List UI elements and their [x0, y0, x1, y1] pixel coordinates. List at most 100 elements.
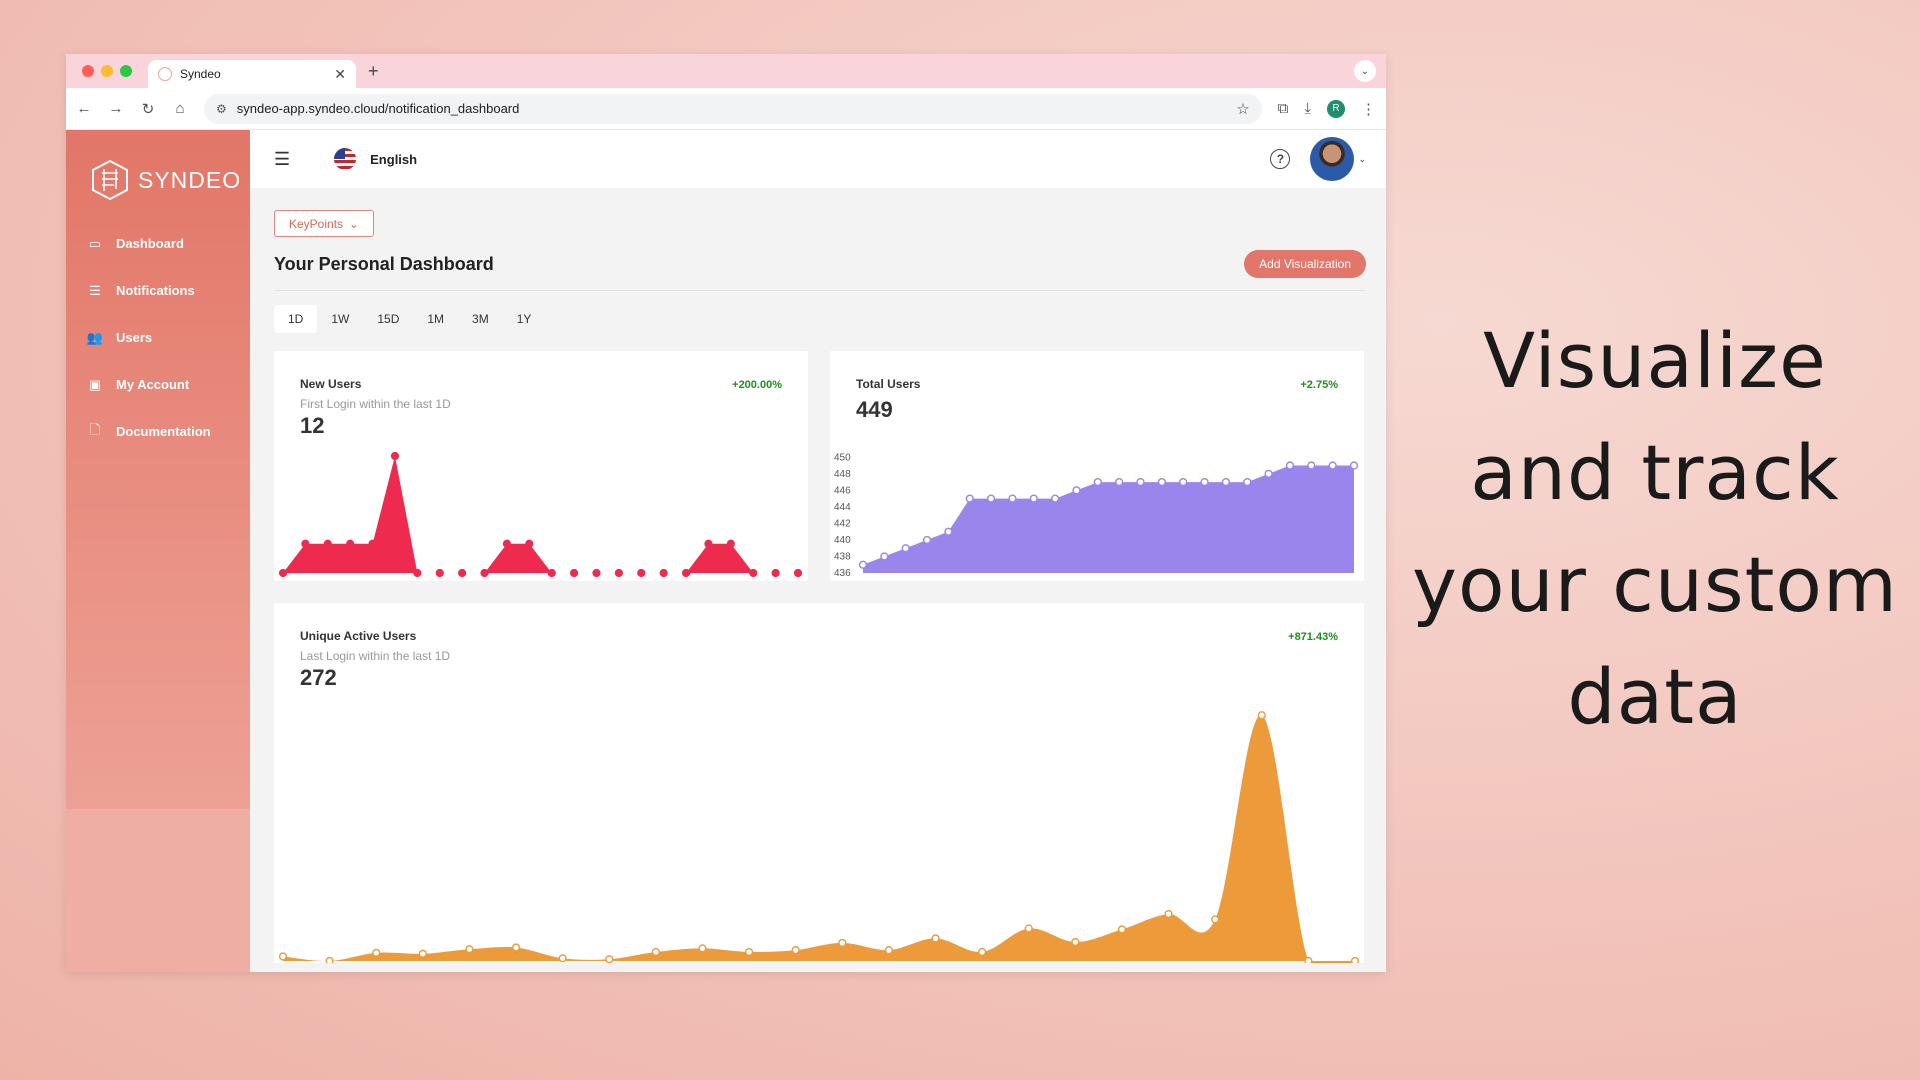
data-point[interactable] — [368, 539, 377, 548]
extensions-icon[interactable]: ⧉ — [1277, 100, 1289, 117]
data-point[interactable] — [1157, 477, 1166, 487]
data-point[interactable] — [1071, 937, 1080, 947]
data-point[interactable] — [1307, 461, 1316, 470]
data-point[interactable] — [1257, 711, 1266, 720]
download-icon[interactable]: ⤓ — [1304, 100, 1311, 117]
data-point[interactable] — [698, 944, 707, 953]
data-point[interactable] — [558, 954, 567, 963]
sidebar-item-users[interactable]: 👥 Users — [66, 314, 250, 361]
total-users-card[interactable]: Total Users 449 +2.75% 436 438 440 442 444 44… — [830, 351, 1364, 581]
sidebar-item-notifications[interactable]: ☰ Notifications — [66, 267, 250, 314]
data-point[interactable] — [1051, 494, 1060, 503]
us-flag-icon[interactable] — [334, 148, 357, 170]
data-point[interactable] — [1072, 486, 1081, 495]
new-tab-button[interactable]: + — [368, 60, 379, 81]
close-tab-icon[interactable]: ✕ — [334, 65, 346, 82]
data-point[interactable] — [726, 539, 735, 548]
data-point[interactable] — [978, 947, 987, 957]
data-point[interactable] — [749, 568, 758, 578]
data-point[interactable] — [390, 451, 400, 461]
sidebar-item-my-account[interactable]: ▣ My Account — [66, 361, 250, 408]
data-point[interactable] — [1304, 956, 1313, 963]
forward-icon[interactable]: → — [108, 100, 124, 117]
data-point[interactable] — [1349, 461, 1359, 470]
data-point[interactable] — [965, 494, 974, 503]
data-point[interactable] — [1024, 924, 1033, 933]
data-point[interactable] — [435, 568, 444, 578]
range-1d[interactable]: 1D — [274, 305, 318, 333]
site-settings-icon[interactable]: ⚙ — [216, 101, 227, 116]
menu-toggle-icon[interactable]: ☰ — [274, 148, 291, 169]
new-users-card[interactable]: New Users First Login within the last 1D… — [274, 351, 808, 581]
data-point[interactable] — [569, 568, 579, 578]
data-point[interactable] — [346, 539, 355, 548]
data-point[interactable] — [1264, 469, 1273, 478]
data-point[interactable] — [458, 568, 467, 578]
data-point[interactable] — [791, 946, 800, 955]
data-point[interactable] — [1211, 915, 1220, 924]
range-3m[interactable]: 3M — [472, 312, 489, 326]
close-window-button[interactable] — [82, 65, 94, 77]
data-point[interactable] — [1243, 477, 1252, 487]
data-point[interactable] — [1115, 477, 1124, 487]
add-visualization-button[interactable]: Add Visualization — [1244, 250, 1366, 278]
data-point[interactable] — [525, 539, 534, 548]
data-point[interactable] — [704, 539, 713, 548]
data-point[interactable] — [278, 568, 288, 578]
data-point[interactable] — [413, 568, 422, 578]
logo[interactable]: SYNDEO — [66, 130, 250, 212]
keypoints-dropdown[interactable]: KeyPoints ⌄ — [274, 210, 375, 237]
data-point[interactable] — [605, 955, 614, 963]
data-point[interactable] — [465, 945, 474, 954]
range-15d[interactable]: 15D — [377, 312, 400, 326]
maximize-window-button[interactable] — [120, 65, 132, 77]
data-point[interactable] — [884, 946, 894, 955]
data-point[interactable] — [944, 527, 953, 536]
data-point[interactable] — [1117, 925, 1127, 934]
data-point[interactable] — [1029, 494, 1038, 503]
url-text[interactable]: syndeo-app.syndeo.cloud/notification_das… — [236, 101, 520, 116]
data-point[interactable] — [793, 568, 803, 578]
data-point[interactable] — [901, 544, 910, 553]
range-1m[interactable]: 1M — [427, 312, 445, 326]
data-point[interactable] — [502, 539, 512, 548]
data-point[interactable] — [614, 568, 623, 578]
data-point[interactable] — [681, 568, 691, 578]
data-point[interactable] — [1008, 494, 1017, 503]
data-point[interactable] — [325, 956, 334, 963]
data-point[interactable] — [592, 568, 601, 578]
data-point[interactable] — [547, 568, 556, 578]
data-point[interactable] — [278, 952, 288, 961]
range-1w[interactable]: 1W — [331, 312, 350, 326]
reload-icon[interactable]: ↻ — [141, 100, 155, 118]
data-point[interactable] — [1285, 461, 1295, 470]
data-point[interactable] — [1350, 956, 1360, 963]
browser-tab[interactable]: Syndeo ✕ — [148, 60, 356, 88]
user-avatar[interactable] — [1310, 137, 1355, 181]
data-point[interactable] — [922, 535, 932, 545]
data-point[interactable] — [838, 938, 847, 948]
data-point[interactable] — [744, 947, 754, 957]
data-point[interactable] — [931, 934, 940, 943]
data-point[interactable] — [372, 948, 381, 957]
sidebar-item-dashboard[interactable]: ▭ Dashboard — [66, 220, 250, 267]
back-icon[interactable]: ← — [76, 100, 92, 117]
data-point[interactable] — [1164, 909, 1173, 919]
sidebar-item-documentation[interactable]: 🗋 Documentation — [66, 408, 250, 455]
data-point[interactable] — [1136, 477, 1145, 487]
unique-active-users-card[interactable]: Unique Active Users Last Login within th… — [274, 603, 1364, 963]
data-point[interactable] — [1221, 477, 1231, 487]
more-menu-icon[interactable]: ⋮ — [1361, 100, 1376, 118]
profile-avatar[interactable]: R — [1327, 99, 1345, 118]
data-point[interactable] — [771, 568, 780, 578]
data-point[interactable] — [301, 539, 310, 548]
data-point[interactable] — [1179, 477, 1188, 487]
data-point[interactable] — [323, 539, 332, 548]
help-icon[interactable]: ? — [1270, 149, 1291, 169]
data-point[interactable] — [651, 947, 660, 957]
data-point[interactable] — [418, 949, 427, 958]
address-bar[interactable]: ⚙ syndeo-app.syndeo.cloud/notification_d… — [204, 93, 1262, 124]
tab-search-chevron-icon[interactable]: ⌄ — [1354, 60, 1376, 82]
bookmark-star-icon[interactable]: ☆ — [1236, 100, 1250, 118]
data-point[interactable] — [480, 568, 489, 578]
